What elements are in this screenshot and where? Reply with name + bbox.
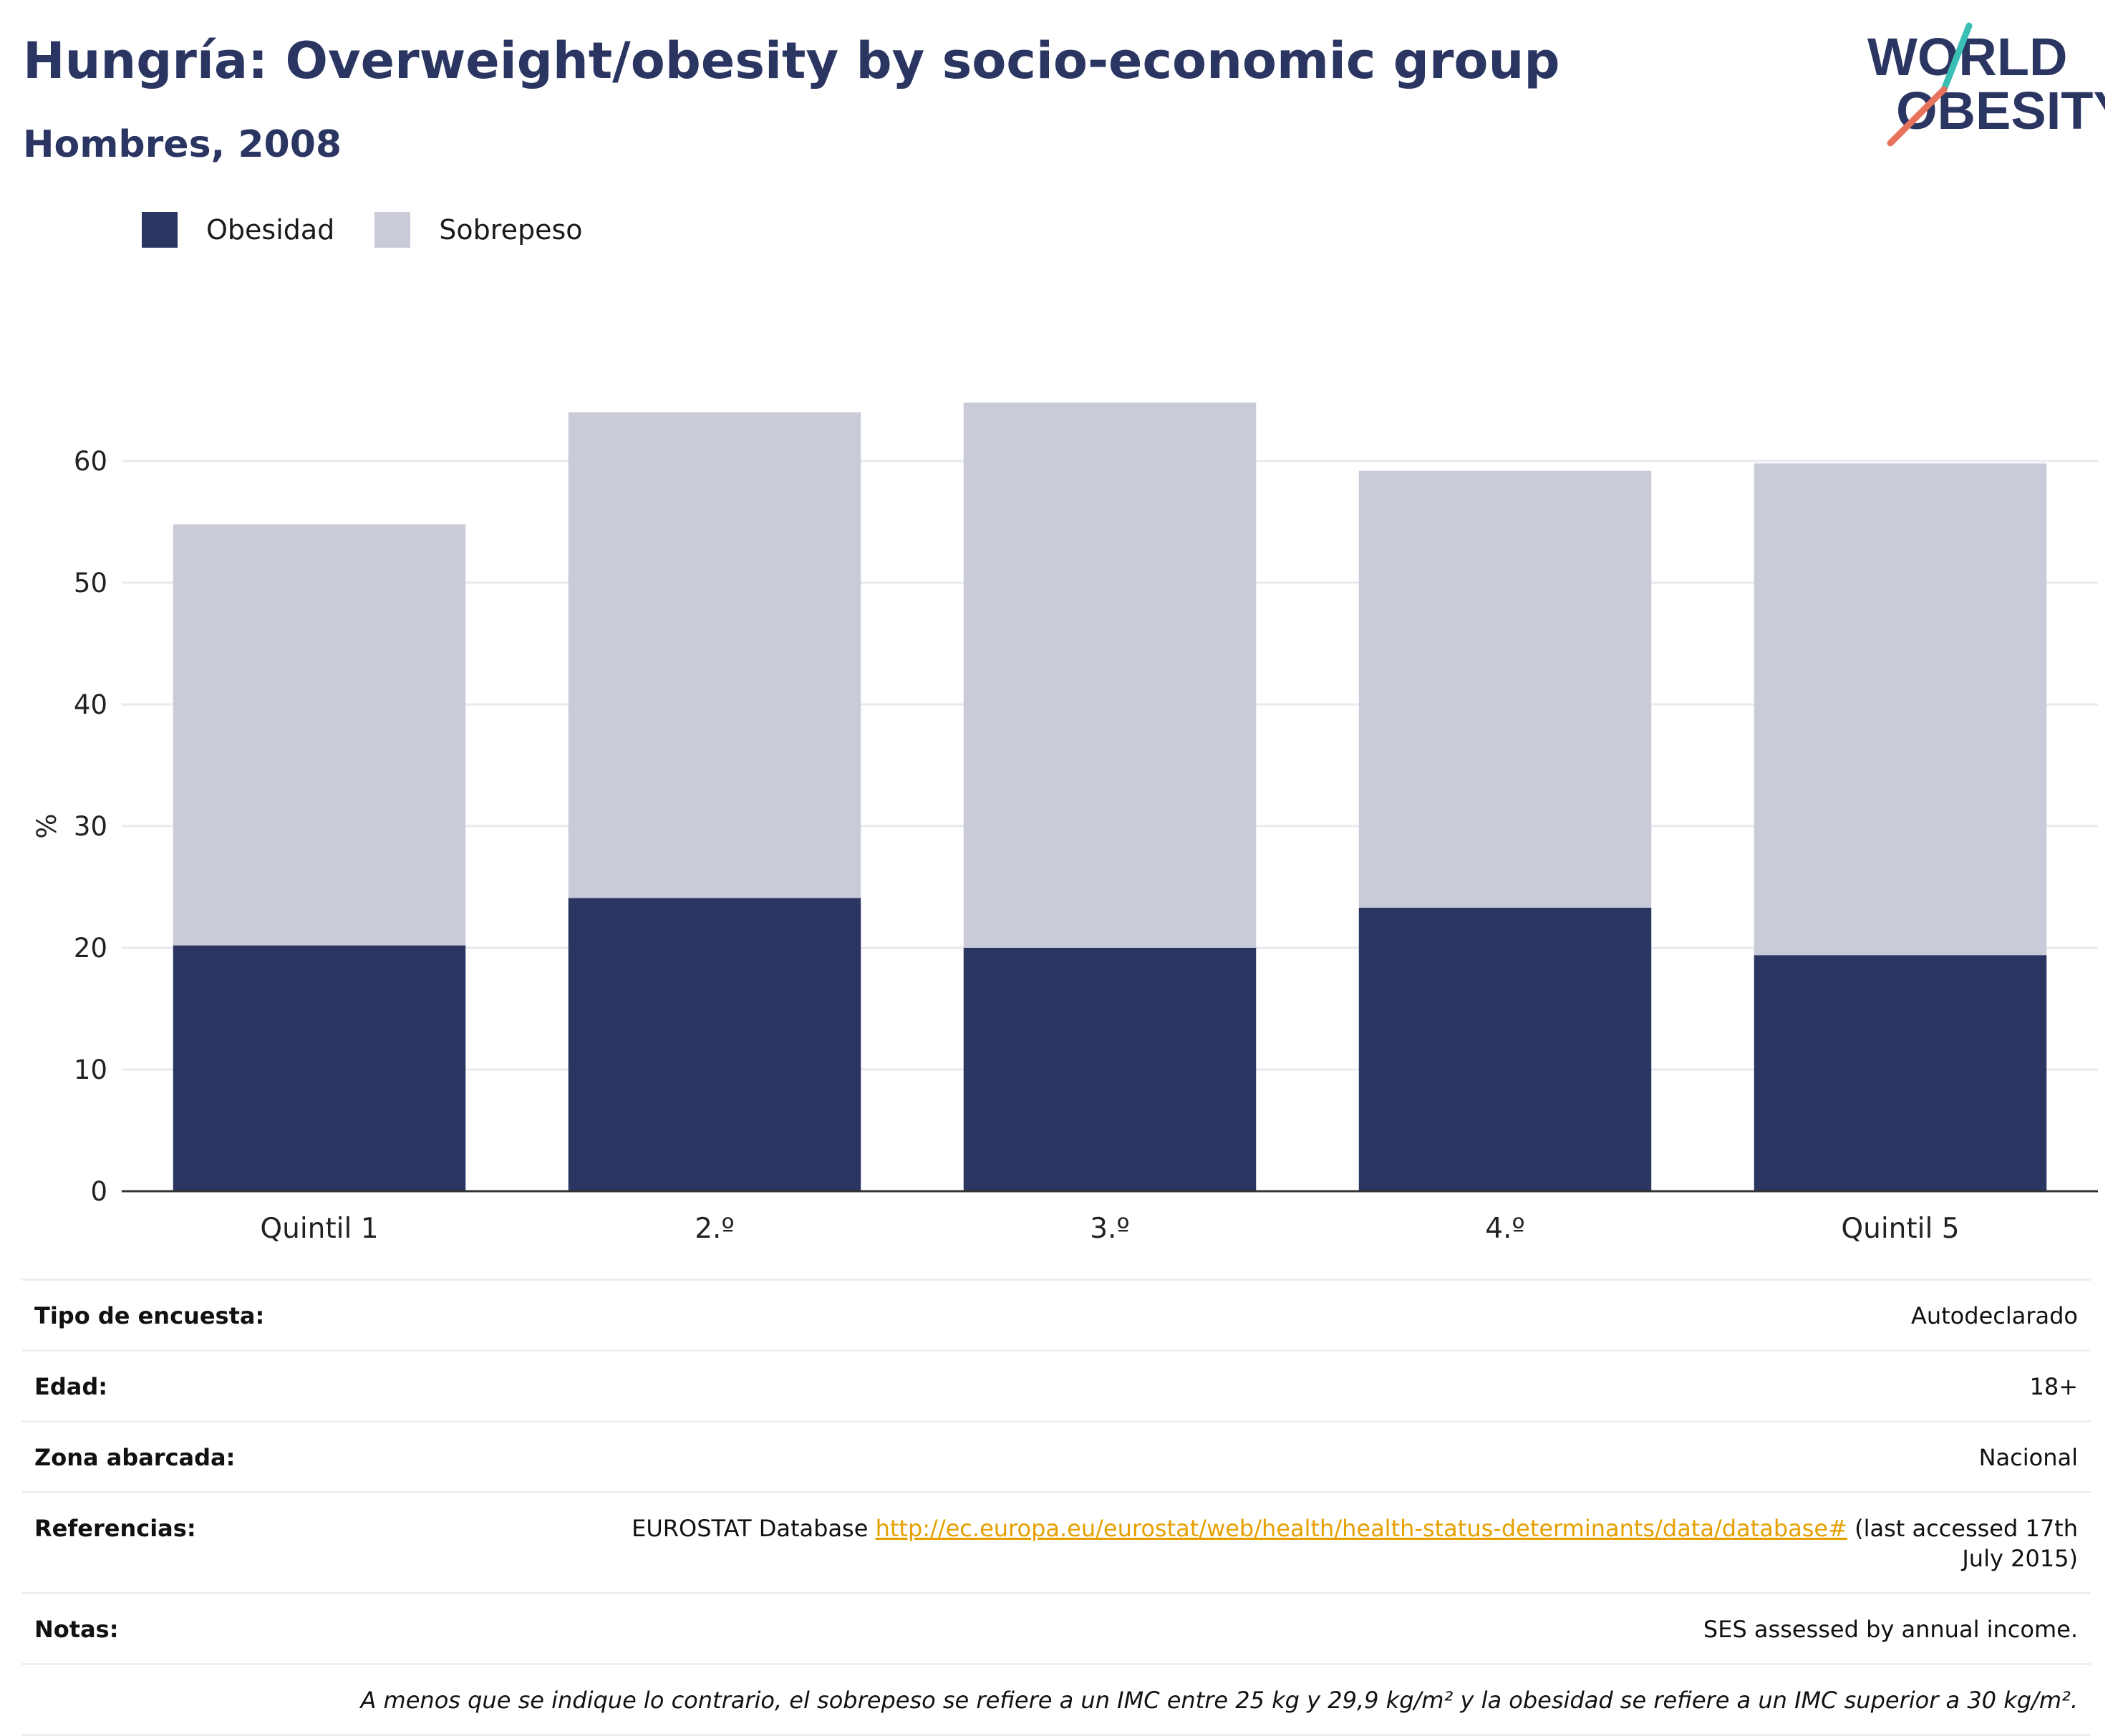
bar-overweight bbox=[1358, 470, 1652, 908]
y-tick-label: 0 bbox=[90, 1176, 107, 1207]
chart-title: Hungría: Overweight/obesity by socio-eco… bbox=[23, 31, 1560, 90]
bar-obesity bbox=[173, 945, 466, 1191]
legend-item-overweight[interactable]: Sobrepeso bbox=[374, 212, 583, 248]
survey-type-value: Autodeclarado bbox=[1910, 1302, 2078, 1329]
info-table: Tipo de encuesta: Autodeclarado Edad: 18… bbox=[21, 1279, 2091, 1736]
bar-obesity bbox=[568, 898, 861, 1191]
chart-legend: Obesidad Sobrepeso bbox=[142, 212, 623, 248]
chart-subtitle: Hombres, 2008 bbox=[23, 123, 342, 166]
y-tick-label: 10 bbox=[74, 1054, 107, 1085]
x-tick-label: Quintil 5 bbox=[1841, 1213, 1959, 1245]
bar-overweight bbox=[1754, 463, 2047, 956]
references-prefix: EUROSTAT Database bbox=[632, 1515, 876, 1542]
x-axis: Quintil 1 2.º 3.º 4.º Quintil 5 bbox=[122, 1190, 2098, 1245]
x-tick-label: 3.º bbox=[1090, 1213, 1130, 1245]
logo-line-2: OBESITY bbox=[1896, 81, 2105, 140]
world-obesity-logo: WORLD OBESITY bbox=[1867, 22, 2105, 147]
y-tick-label: 50 bbox=[74, 568, 107, 598]
x-tick-label: Quintil 1 bbox=[260, 1213, 378, 1245]
info-row-references: Referencias: EUROSTAT Database http://ec… bbox=[21, 1491, 2091, 1592]
age-value: 18+ bbox=[2029, 1373, 2078, 1400]
age-label: Edad: bbox=[34, 1373, 108, 1400]
bar-overweight bbox=[963, 402, 1257, 948]
x-tick-label: 4.º bbox=[1485, 1213, 1525, 1245]
y-axis: 0 10 20 30 40 50 60 bbox=[74, 446, 107, 1207]
bar-overweight bbox=[173, 524, 466, 946]
bar-obesity bbox=[1358, 907, 1652, 1191]
x-tick-label: 2.º bbox=[695, 1213, 735, 1245]
legend-swatch-overweight bbox=[374, 212, 411, 248]
bar-overweight bbox=[568, 412, 861, 898]
bar-obesity bbox=[1754, 955, 2047, 1191]
info-row-survey: Tipo de encuesta: Autodeclarado bbox=[21, 1279, 2091, 1349]
notes-value: SES assessed by annual income. bbox=[1703, 1616, 2078, 1643]
y-tick-label: 60 bbox=[74, 446, 107, 477]
info-row-notes: Notas: SES assessed by annual income. bbox=[21, 1592, 2091, 1663]
info-row-age: Edad: 18+ bbox=[21, 1349, 2091, 1420]
info-row-area: Zona abarcada: Nacional bbox=[21, 1420, 2091, 1491]
logo-slash-teal bbox=[1940, 22, 1973, 93]
area-value: Nacional bbox=[1978, 1444, 2078, 1471]
bar-obesity bbox=[963, 948, 1257, 1191]
y-tick-label: 40 bbox=[74, 689, 107, 720]
y-tick-label: 30 bbox=[74, 811, 107, 842]
area-label: Zona abarcada: bbox=[34, 1444, 236, 1471]
legend-label-overweight: Sobrepeso bbox=[439, 214, 583, 246]
footnote-text: A menos que se indique lo contrario, el … bbox=[360, 1687, 2078, 1714]
references-label: Referencias: bbox=[34, 1515, 196, 1542]
logo-slash-coral bbox=[1887, 86, 1948, 147]
legend-label-obesity: Obesidad bbox=[206, 214, 335, 246]
references-suffix: (last accessed 17th July 2015) bbox=[1847, 1515, 2078, 1572]
y-tick-label: 20 bbox=[74, 933, 107, 964]
info-row-footnote: A menos que se indique lo contrario, el … bbox=[21, 1663, 2091, 1736]
references-value: EUROSTAT Database http://ec.europa.eu/eu… bbox=[610, 1513, 2078, 1573]
y-axis-label: % bbox=[32, 813, 62, 838]
survey-type-label: Tipo de encuesta: bbox=[34, 1302, 265, 1329]
notes-label: Notas: bbox=[34, 1616, 119, 1643]
references-link[interactable]: http://ec.europa.eu/eurostat/web/health/… bbox=[875, 1515, 1847, 1542]
bars bbox=[173, 402, 2047, 1191]
legend-item-obesity[interactable]: Obesidad bbox=[142, 212, 334, 248]
legend-swatch-obesity bbox=[142, 212, 178, 248]
